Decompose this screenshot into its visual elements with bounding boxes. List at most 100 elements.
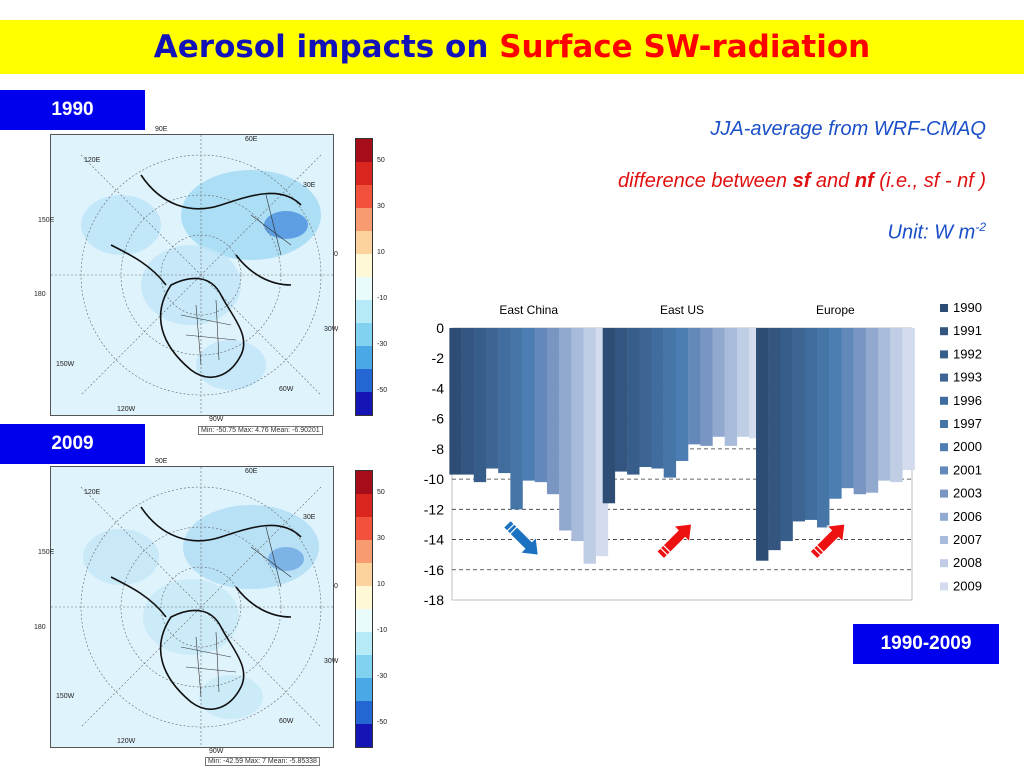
map1-lon-br: 60W xyxy=(279,386,294,393)
colorbar-segment xyxy=(356,494,372,517)
cbar2-tick: 10 xyxy=(377,581,385,588)
y-tick-label: -4 xyxy=(432,380,445,396)
bar xyxy=(602,328,616,504)
bar xyxy=(890,328,903,483)
bar xyxy=(627,328,640,475)
trend-arrow-up-icon xyxy=(809,523,846,560)
map2-lon-top: 90E xyxy=(155,458,168,465)
map2-lon-l2: 150W xyxy=(56,693,75,700)
cbar2-tick: 50 xyxy=(377,489,385,496)
colorbar-segment xyxy=(356,185,372,208)
category-label: East US xyxy=(660,303,704,317)
bar xyxy=(651,328,664,469)
legend-swatch xyxy=(940,466,948,475)
map1-lon-l0: 180 xyxy=(34,291,46,298)
y-tick-label: -14 xyxy=(424,532,444,548)
map2-lon-r0: 0 xyxy=(334,583,338,590)
bar xyxy=(546,328,560,495)
colorbar-segment xyxy=(356,139,372,162)
bar xyxy=(768,328,781,551)
cbar2-tick: -10 xyxy=(377,627,388,634)
map2-stats-caption: Min: -42.59 Max: 7 Mean: -5.85338 xyxy=(205,757,320,766)
cbar2-tick: 30 xyxy=(377,535,385,542)
note-model-source: JJA-average from WRF-CMAQ xyxy=(710,118,986,140)
legend-swatch xyxy=(940,536,948,544)
category-label: Europe xyxy=(816,303,855,317)
bar xyxy=(841,328,854,489)
map1-lon-r2: 30W xyxy=(324,326,339,333)
year-badge-2009: 2009 xyxy=(0,424,145,464)
map-2009 xyxy=(50,466,334,748)
map1-lon-tr: 60E xyxy=(245,136,258,143)
map1-lon-l2: 150W xyxy=(56,361,75,368)
y-tick-label: -6 xyxy=(432,411,445,427)
map2-lon-r2: 30W xyxy=(324,658,339,665)
colorbar-segment xyxy=(356,586,372,609)
bar xyxy=(756,328,769,561)
map2-lon-r1: 30E xyxy=(303,514,316,521)
year-badge-1990: 1990 xyxy=(0,90,145,130)
bar xyxy=(534,328,548,483)
note-difference-pre: difference between xyxy=(618,170,793,192)
legend-label: 1996 xyxy=(953,393,982,408)
map1-lon-r1: 30E xyxy=(303,182,316,189)
colorbar-segment xyxy=(356,678,372,701)
bar xyxy=(736,328,750,437)
bar xyxy=(902,328,915,471)
colorbar-segment xyxy=(356,208,372,231)
note-difference: difference between sf and nf (i.e., sf -… xyxy=(618,170,986,193)
y-tick-label: -12 xyxy=(424,501,444,517)
map1-stats-caption: Min: -50.75 Max: 4.76 Mean: -6.90201 xyxy=(198,426,323,435)
colorbar-segment xyxy=(356,540,372,563)
y-tick-label: 0 xyxy=(436,320,444,336)
cbar2-tick: -30 xyxy=(377,673,388,680)
colorbar-segment xyxy=(356,392,372,415)
category-label: East China xyxy=(499,303,558,317)
colorbar-2009 xyxy=(355,470,373,748)
cbar1-tick: -50 xyxy=(377,387,388,394)
map1-lon-tl: 120E xyxy=(84,157,101,164)
bar xyxy=(829,328,842,499)
legend-swatch xyxy=(940,396,948,405)
polar-map-1990 xyxy=(51,135,333,415)
bar xyxy=(804,328,818,520)
period-badge: 1990-2009 xyxy=(853,624,999,664)
legend-swatch xyxy=(940,420,948,428)
map1-lon-bl: 120W xyxy=(117,406,136,413)
bar xyxy=(559,328,572,531)
legend-swatch xyxy=(940,512,948,521)
bar xyxy=(583,328,596,564)
note-difference-mid: and xyxy=(810,170,855,192)
bar xyxy=(853,328,867,495)
colorbar-segment xyxy=(356,277,372,300)
legend-swatch xyxy=(940,559,948,568)
colorbar-segment xyxy=(356,323,372,346)
legend-label: 2003 xyxy=(953,486,982,501)
colorbar-segment xyxy=(356,346,372,369)
legend-swatch xyxy=(940,582,948,591)
bar xyxy=(724,328,738,446)
colorbar-segment xyxy=(356,254,372,277)
trend-arrow-up-icon xyxy=(656,523,693,560)
bar xyxy=(449,328,462,475)
polar-map-2009 xyxy=(51,467,333,747)
map2-lon-l1: 150E xyxy=(38,549,55,556)
map1-lon-top: 90E xyxy=(155,126,168,133)
bar xyxy=(865,328,879,493)
legend-label: 1997 xyxy=(953,416,982,431)
y-tick-label: -10 xyxy=(424,471,444,487)
map-1990 xyxy=(50,134,334,416)
colorbar-segment xyxy=(356,231,372,254)
cbar1-tick: -30 xyxy=(377,341,388,348)
bar xyxy=(663,328,677,478)
colorbar-segment xyxy=(356,471,372,494)
legend-label: 2007 xyxy=(953,532,982,547)
bar-chart: 0 -2 -4 -6 -8 -10 -12 -14 -16 -18 East China East U… xyxy=(424,300,982,608)
trend-arrow-down-icon xyxy=(502,519,539,556)
y-tick-label: -18 xyxy=(424,592,444,608)
bar xyxy=(614,328,628,472)
bar xyxy=(675,328,689,461)
colorbar-segment xyxy=(356,632,372,655)
colorbar-segment xyxy=(356,609,372,632)
bar xyxy=(700,328,713,446)
